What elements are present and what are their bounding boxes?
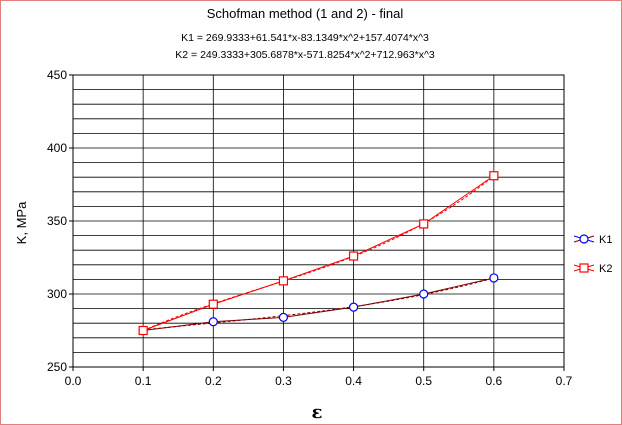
series-k1-line [143, 277, 494, 331]
y-tick-label: 250 [47, 360, 67, 374]
plot-area: 0.0 0.1 0.2 0.3 0.4 0.5 0.6 0.7 250 300 350 400 450 [47, 68, 573, 388]
x-axis-label: ε [312, 402, 323, 423]
series-k1-point [348, 302, 359, 312]
x-tick-label: 0.7 [556, 374, 573, 388]
x-tick-label: 0.3 [275, 374, 292, 388]
x-tick-label: 0.0 [65, 374, 82, 388]
series-k2-point [278, 276, 289, 286]
series-k2-point [419, 219, 429, 229]
legend-k1-marker [579, 234, 589, 244]
series-k1-point [278, 312, 289, 322]
x-tick-label: 0.4 [345, 374, 362, 388]
legend-k2-marker [579, 263, 589, 273]
series-k1-point [489, 273, 499, 283]
series-k2-point [138, 325, 148, 336]
chart-title: Schofman method (1 and 2) - final [207, 6, 404, 21]
chart-formula-k1: K1 = 269.9333+61.541*x-83.1349*x^2+157.4… [181, 32, 429, 44]
legend: K1 K2 [573, 234, 612, 275]
x-tick-label: 0.5 [415, 374, 432, 388]
y-axis-label: K, MPa [14, 201, 29, 244]
series-k1-fit-curve [143, 277, 494, 331]
series-k1-point [208, 317, 218, 327]
series-k2-point [208, 299, 218, 309]
series-k2-point [348, 251, 359, 261]
series-k2-point [489, 171, 499, 181]
x-tick-label: 0.1 [135, 374, 152, 388]
series-k2-fit-curve [142, 175, 495, 332]
y-tick-label: 350 [47, 214, 67, 228]
legend-k1-label: K1 [599, 234, 612, 246]
x-tick-label: 0.2 [205, 374, 222, 388]
y-tick-label: 300 [47, 287, 67, 301]
chart-formula-k2: K2 = 249.3333+305.6878*x-571.8254*x^2+71… [175, 49, 435, 61]
legend-k2-label: K2 [599, 263, 612, 275]
series-k2-line [142, 175, 495, 331]
y-tick-label: 400 [47, 141, 67, 155]
series-k1-point [419, 289, 429, 299]
x-tick-label: 0.6 [486, 374, 503, 388]
y-tick-label: 450 [47, 68, 67, 82]
